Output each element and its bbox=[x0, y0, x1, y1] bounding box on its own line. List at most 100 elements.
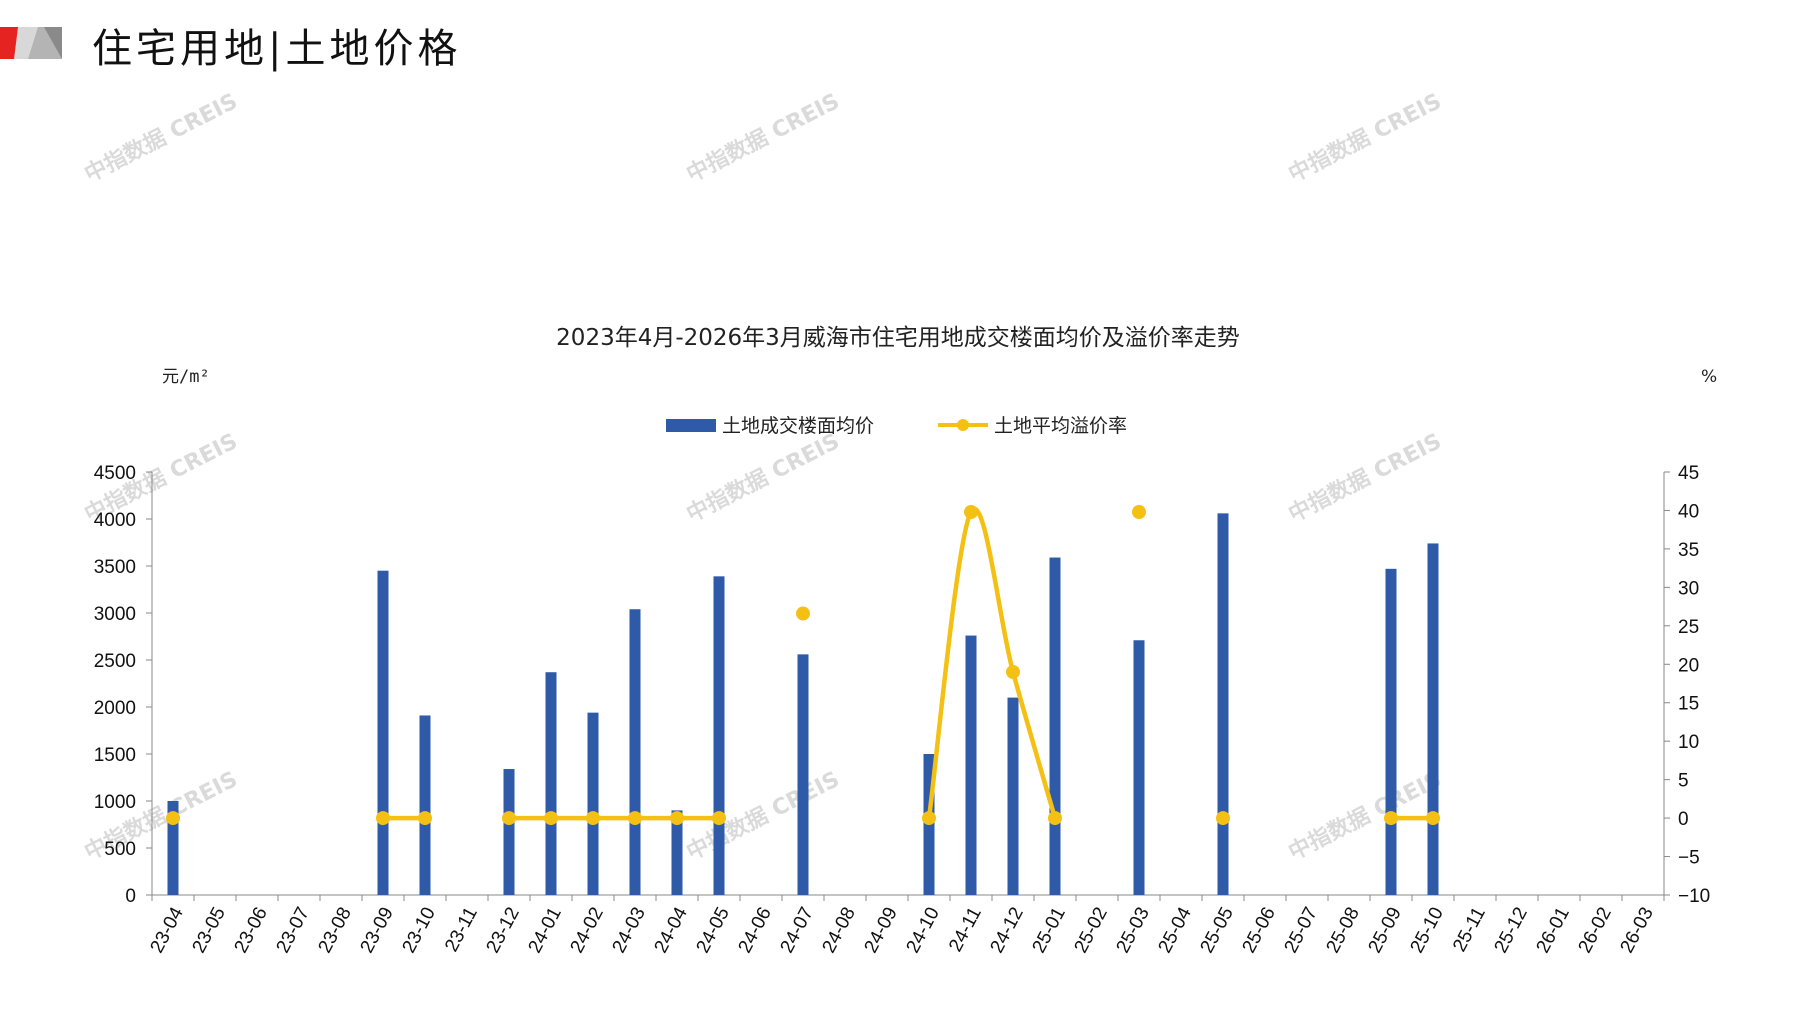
x-tick-label: 24-10 bbox=[902, 904, 943, 957]
x-tick-label: 26-01 bbox=[1532, 904, 1573, 957]
x-tick-label: 24-03 bbox=[608, 904, 649, 957]
x-tick-label: 25-01 bbox=[1028, 904, 1069, 957]
line-point bbox=[1006, 664, 1020, 679]
x-tick-label: 24-08 bbox=[818, 904, 859, 957]
x-tick-label: 25-04 bbox=[1154, 903, 1196, 956]
x-tick-label: 25-05 bbox=[1196, 904, 1237, 957]
legend-bar-swatch bbox=[666, 419, 716, 432]
line-point bbox=[376, 811, 390, 826]
line-point bbox=[1048, 811, 1062, 826]
chart-title: 2023年4月-2026年3月威海市住宅用地成交楼面均价及溢价率走势 bbox=[556, 325, 1240, 351]
left-tick-label: 4000 bbox=[94, 510, 136, 531]
right-tick-label: 25 bbox=[1678, 617, 1699, 638]
left-tick-label: 1000 bbox=[94, 792, 136, 813]
x-tick-label: 25-03 bbox=[1112, 904, 1153, 957]
x-tick-label: 23-12 bbox=[482, 904, 523, 957]
x-tick-label: 23-07 bbox=[272, 904, 313, 957]
x-tick-label: 24-07 bbox=[776, 904, 817, 957]
x-tick-label: 24-12 bbox=[986, 904, 1027, 957]
line-point bbox=[670, 811, 684, 826]
legend: 土地成交楼面均价 土地平均溢价率 bbox=[666, 415, 1127, 437]
legend-bar-label: 土地成交楼面均价 bbox=[722, 415, 874, 437]
line-point bbox=[796, 606, 810, 621]
left-tick-label: 2500 bbox=[94, 651, 136, 672]
bar bbox=[797, 654, 809, 895]
bar bbox=[1133, 640, 1145, 895]
line-point bbox=[502, 811, 516, 826]
x-tick-label: 23-06 bbox=[230, 904, 271, 957]
bar bbox=[419, 715, 431, 895]
x-tick-label: 23-11 bbox=[441, 904, 482, 956]
page-title: 住宅用地|土地价格 bbox=[92, 26, 462, 72]
bar bbox=[503, 769, 515, 895]
right-tick-label: 20 bbox=[1678, 655, 1699, 676]
x-tick-label: 25-10 bbox=[1406, 904, 1447, 957]
left-tick-label: 4500 bbox=[94, 463, 136, 484]
line-point bbox=[1216, 811, 1230, 826]
left-tick-label: 1500 bbox=[94, 745, 136, 766]
x-tick-label: 24-04 bbox=[650, 903, 692, 956]
right-tick-label: 15 bbox=[1678, 694, 1699, 715]
left-tick-label: 2000 bbox=[94, 698, 136, 719]
x-tick-label: 24-01 bbox=[524, 904, 565, 957]
right-tick-label: 40 bbox=[1678, 501, 1699, 522]
legend-line-marker bbox=[957, 419, 969, 431]
line-point bbox=[712, 811, 726, 826]
brand-logo bbox=[0, 27, 62, 59]
x-tick-label: 25-09 bbox=[1364, 904, 1405, 957]
line-point bbox=[628, 811, 642, 826]
x-tick-label: 25-11 bbox=[1449, 904, 1490, 956]
legend-line-label: 土地平均溢价率 bbox=[994, 415, 1127, 437]
right-tick-label: 45 bbox=[1678, 463, 1699, 484]
left-axis-unit: 元/m² bbox=[162, 367, 210, 387]
bar bbox=[1007, 697, 1019, 895]
line-point bbox=[1426, 811, 1440, 826]
bar bbox=[965, 635, 977, 895]
left-tick-label: 500 bbox=[104, 839, 136, 860]
right-tick-label: 30 bbox=[1678, 578, 1699, 599]
x-tick-label: 24-02 bbox=[566, 904, 607, 957]
x-tick-label: 25-02 bbox=[1070, 904, 1111, 957]
bar bbox=[1385, 568, 1397, 895]
line-point bbox=[922, 811, 936, 826]
x-tick-label: 23-10 bbox=[398, 904, 439, 957]
line-point bbox=[1384, 811, 1398, 826]
x-tick-label: 26-03 bbox=[1616, 904, 1657, 957]
left-tick-label: 3500 bbox=[94, 557, 136, 578]
bar bbox=[629, 609, 641, 895]
x-tick-label: 25-07 bbox=[1280, 904, 1321, 957]
x-tick-label: 25-08 bbox=[1322, 904, 1363, 957]
x-tick-label: 24-11 bbox=[945, 904, 986, 956]
x-tick-label: 25-12 bbox=[1490, 904, 1531, 957]
x-tick-label: 23-08 bbox=[314, 904, 355, 957]
right-tick-label: 10 bbox=[1678, 732, 1699, 753]
left-tick-label: 0 bbox=[125, 886, 136, 907]
x-tick-label: 26-02 bbox=[1574, 904, 1615, 957]
right-axis-unit: % bbox=[1701, 367, 1717, 387]
axes: 0 500 1000 1500 2000 2500 3000 3500 4000 4500 −10 −… bbox=[94, 463, 1711, 957]
right-tick-label: 5 bbox=[1678, 771, 1689, 792]
right-tick-label: −10 bbox=[1678, 886, 1710, 907]
bar bbox=[1049, 557, 1061, 895]
bar bbox=[1427, 543, 1439, 895]
bar-series bbox=[167, 513, 1439, 895]
page-header: 住宅用地|土地价格 bbox=[0, 24, 600, 74]
bar bbox=[1217, 513, 1229, 895]
x-tick-label: 24-06 bbox=[734, 904, 775, 957]
line-point bbox=[418, 811, 432, 826]
left-tick-label: 3000 bbox=[94, 604, 136, 625]
x-tick-label: 24-09 bbox=[860, 904, 901, 957]
bar bbox=[587, 712, 599, 895]
bar bbox=[545, 672, 557, 895]
right-tick-label: 35 bbox=[1678, 540, 1699, 561]
line-point bbox=[166, 811, 180, 826]
line-point bbox=[586, 811, 600, 826]
x-tick-label: 23-04 bbox=[146, 903, 188, 956]
line-point bbox=[1132, 504, 1146, 519]
line-series bbox=[166, 504, 1440, 826]
x-tick-label: 23-05 bbox=[188, 904, 229, 957]
x-tick-label: 24-05 bbox=[692, 904, 733, 957]
right-tick-label: −5 bbox=[1678, 848, 1700, 869]
x-tick-label: 23-09 bbox=[356, 904, 397, 957]
